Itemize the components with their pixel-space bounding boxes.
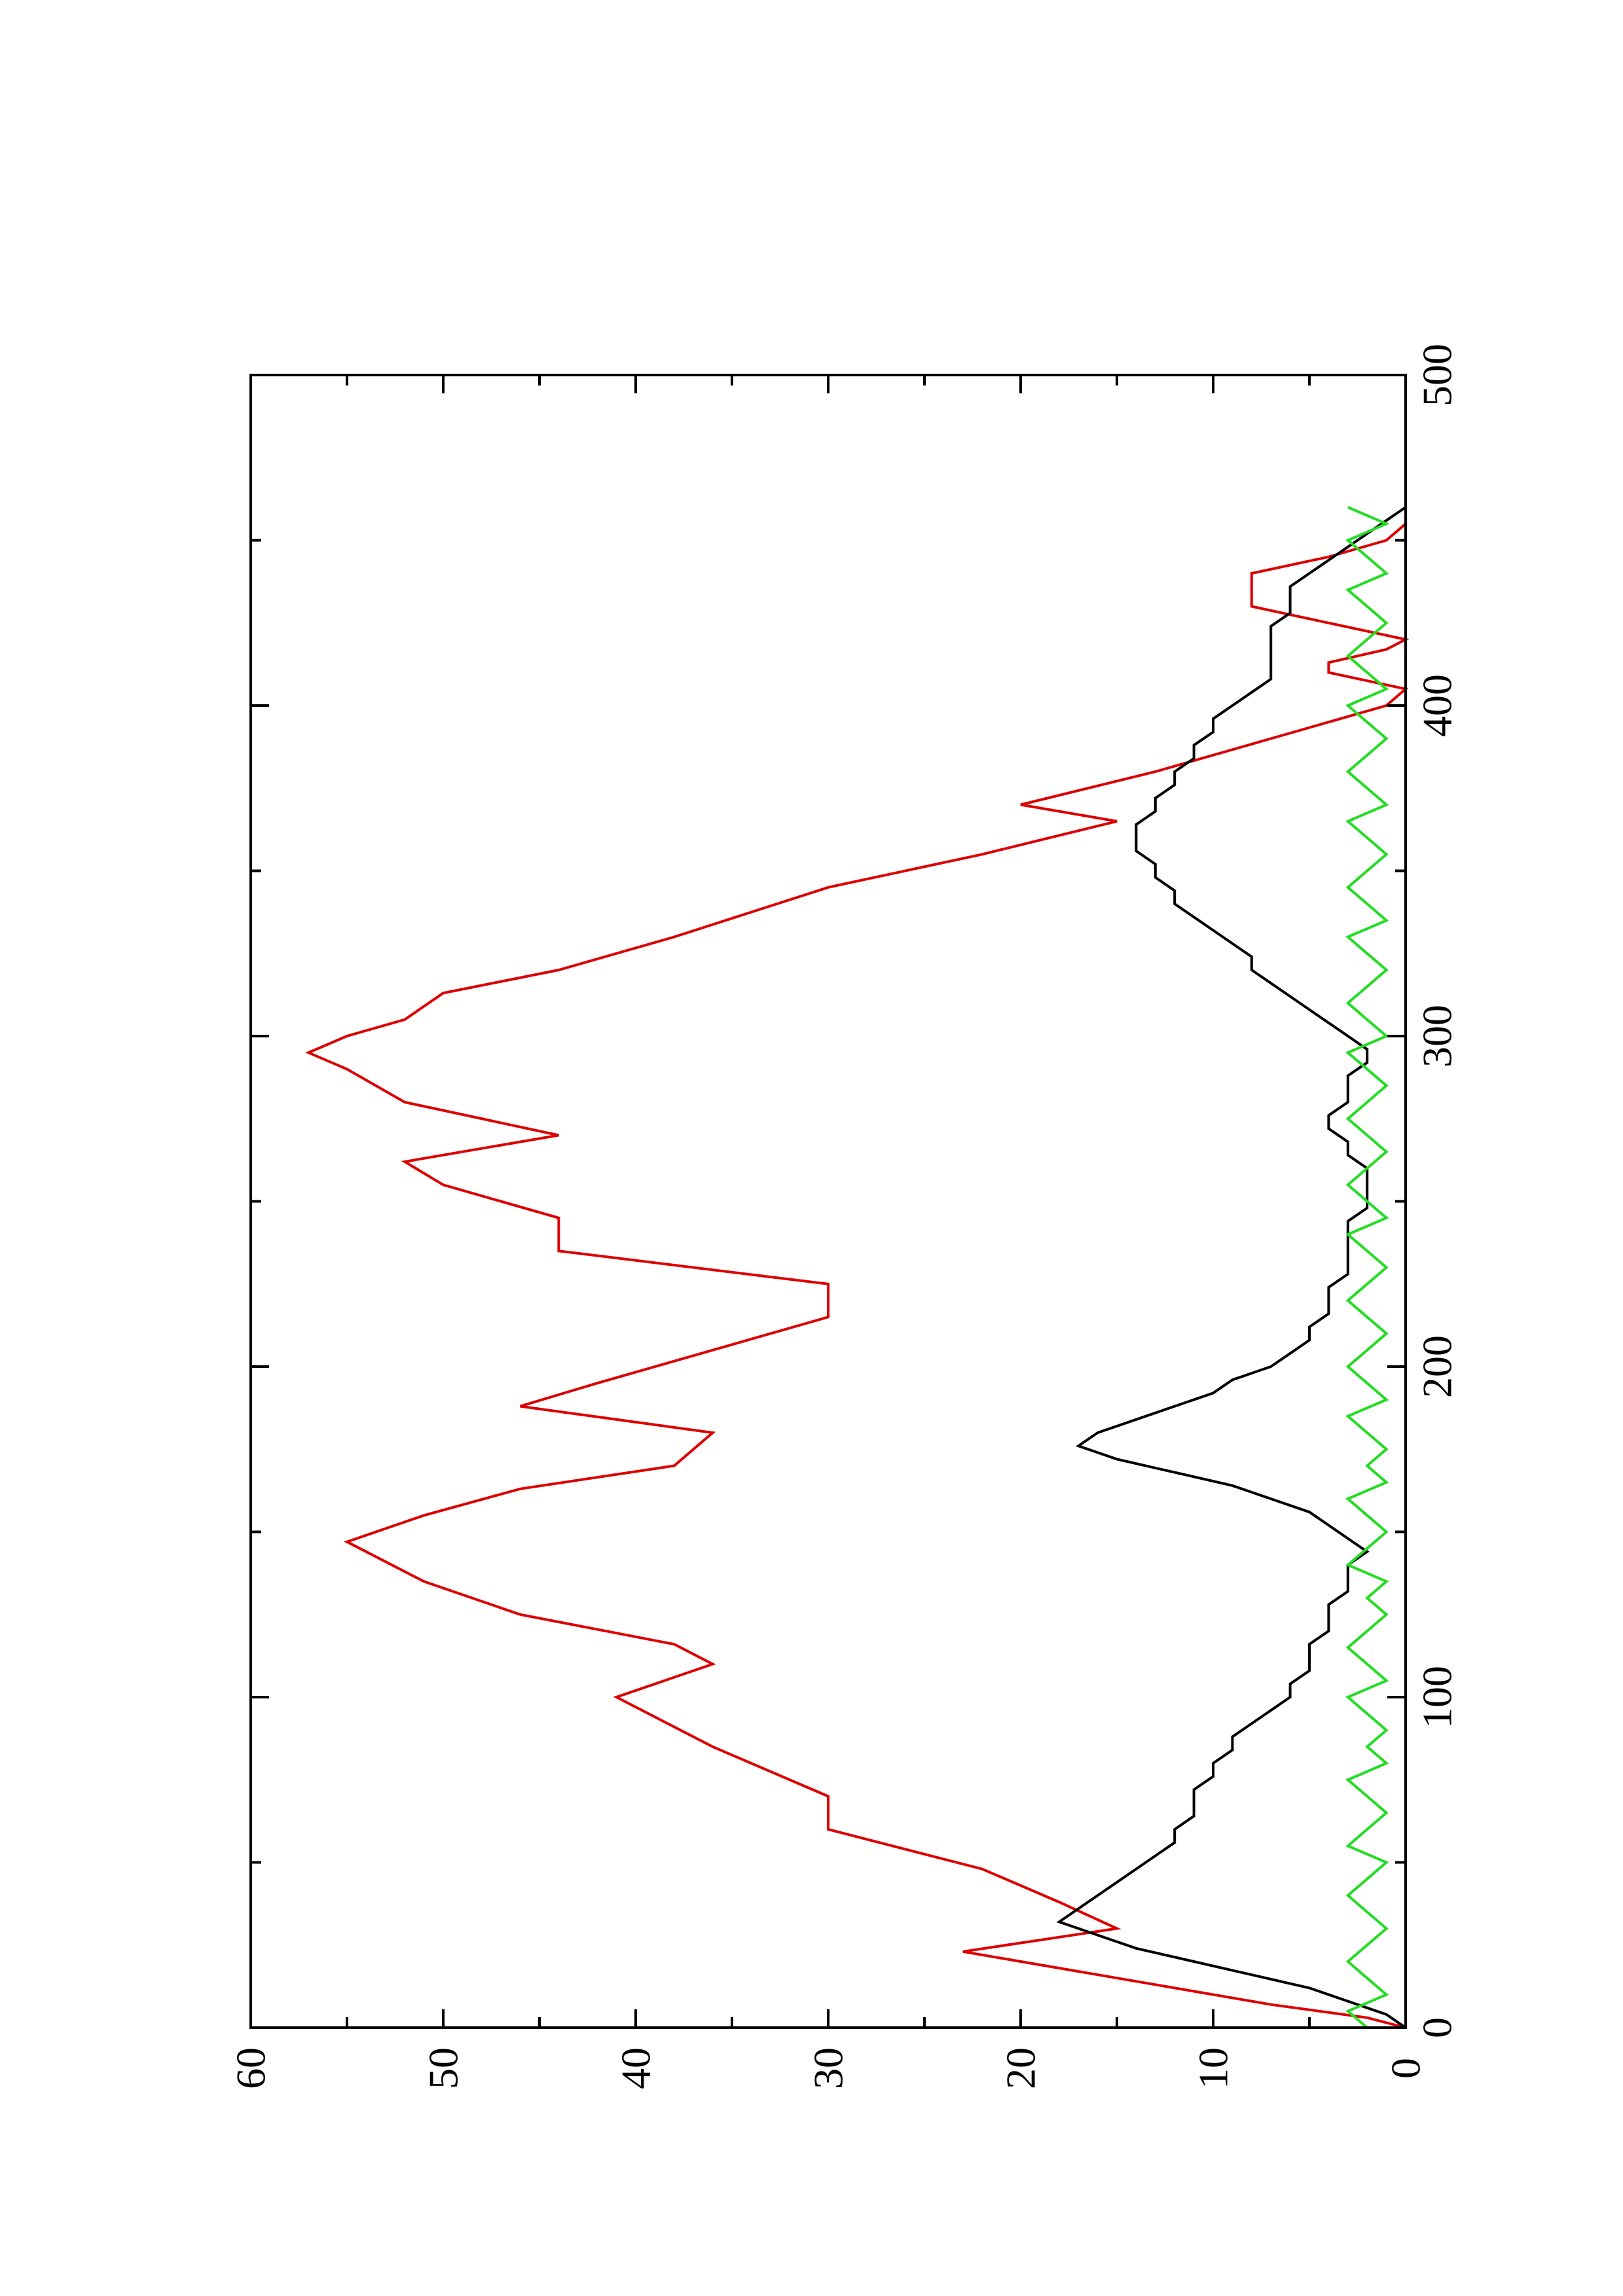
x-tick-label: 0 bbox=[1414, 2017, 1461, 2038]
y-tick-label: 50 bbox=[420, 2047, 467, 2089]
x-tick-label: 100 bbox=[1414, 1666, 1461, 1729]
y-tick-label: 0 bbox=[1383, 2058, 1429, 2079]
y-tick-label: 60 bbox=[228, 2047, 274, 2089]
series-line-1 bbox=[1056, 506, 1407, 2029]
x-axis-ticks: 0 100 200 300 400 500 bbox=[251, 344, 1461, 2038]
y-tick-label: 10 bbox=[1190, 2047, 1237, 2089]
x-tick-label: 400 bbox=[1414, 674, 1461, 737]
y-tick-label: 20 bbox=[998, 2047, 1044, 2089]
plot-frame bbox=[249, 374, 1407, 2029]
series-group bbox=[305, 506, 1410, 2029]
y-axis-ticks: 0 10 20 30 40 50 60 bbox=[228, 375, 1429, 2089]
series-line-2 bbox=[1345, 506, 1390, 2029]
y-tick-label: 30 bbox=[805, 2047, 852, 2089]
y-tick-label: 40 bbox=[613, 2047, 659, 2089]
series-line-0 bbox=[305, 507, 1410, 2029]
x-tick-label: 300 bbox=[1414, 1005, 1461, 1067]
x-tick-label: 200 bbox=[1414, 1335, 1461, 1398]
x-tick-label: 500 bbox=[1414, 344, 1461, 406]
